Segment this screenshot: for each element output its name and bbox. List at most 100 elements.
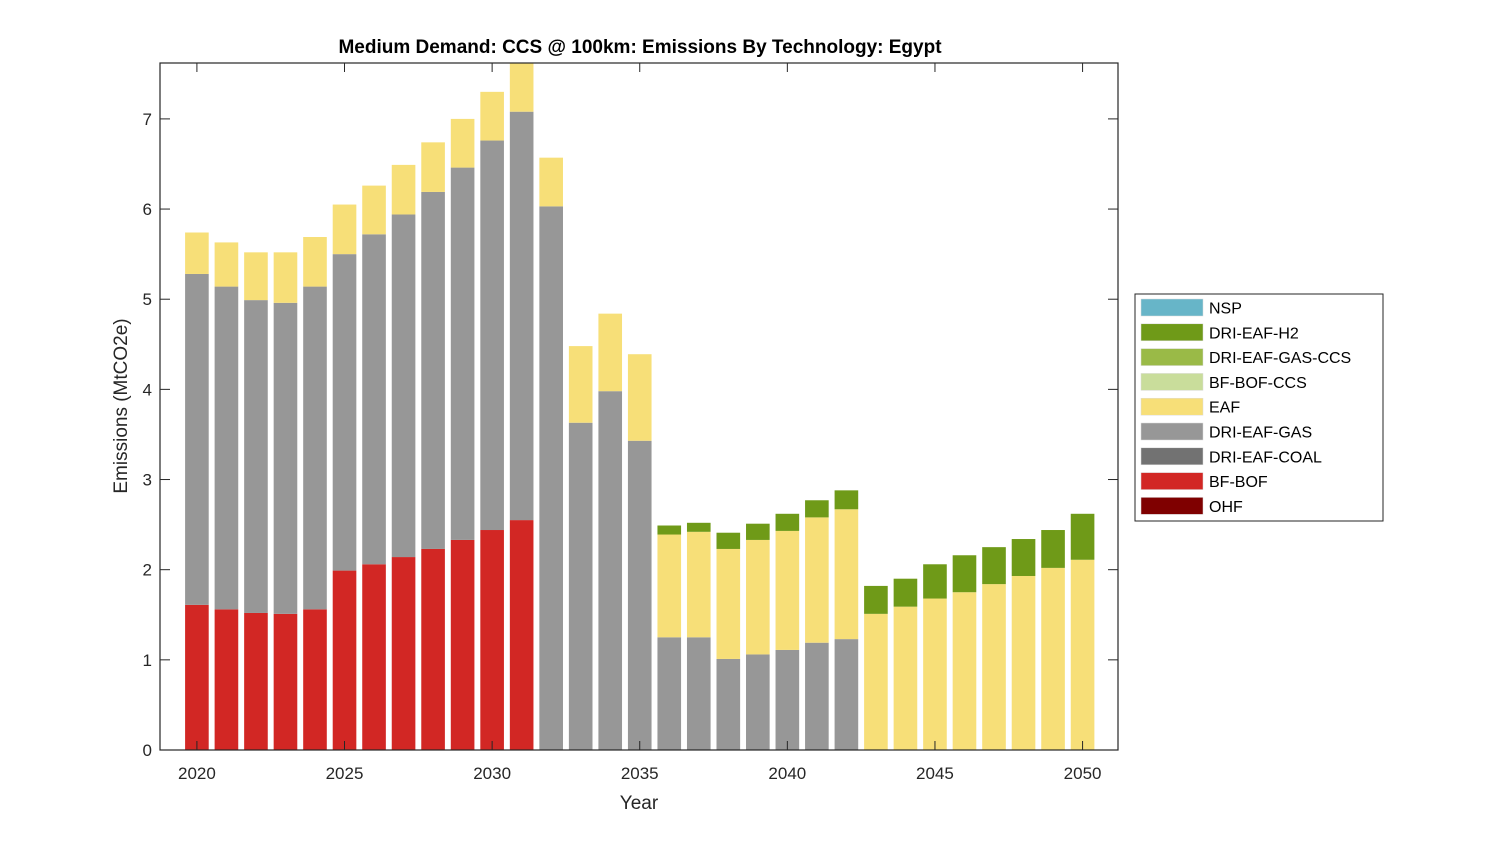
bar-eaf-2049 xyxy=(1041,567,1065,750)
x-tick-label: 2050 xyxy=(1064,764,1102,783)
bar-eaf-2034 xyxy=(598,313,623,392)
y-tick-label: 5 xyxy=(143,290,152,309)
bar-eaf-2021 xyxy=(214,242,239,287)
bar-eaf-2048 xyxy=(1011,576,1036,750)
bar-dri-eaf-h2-2049 xyxy=(1041,530,1065,568)
bar-dri-eaf-h2-2038 xyxy=(716,532,741,549)
bar-eaf-2028 xyxy=(421,142,445,192)
bar-dri-eaf-gas-2023 xyxy=(273,302,298,614)
bar-eaf-2026 xyxy=(362,185,386,235)
bar-eaf-2041 xyxy=(805,517,829,643)
bar-bf-bof-2027 xyxy=(391,557,416,750)
bar-dri-eaf-gas-2028 xyxy=(421,191,445,549)
bar-dri-eaf-gas-2030 xyxy=(480,140,504,531)
bar-bf-bof-2024 xyxy=(303,609,327,750)
bar-eaf-2043 xyxy=(864,613,888,750)
bar-eaf-2050 xyxy=(1070,559,1095,750)
bar-dri-eaf-h2-2037 xyxy=(686,522,711,532)
bar-eaf-2030 xyxy=(480,91,504,141)
bar-dri-eaf-h2-2041 xyxy=(805,500,829,518)
bar-eaf-2040 xyxy=(775,530,800,650)
bar-dri-eaf-h2-2040 xyxy=(775,513,800,531)
bar-dri-eaf-h2-2042 xyxy=(834,490,859,510)
bar-dri-eaf-gas-2029 xyxy=(450,167,475,540)
bar-dri-eaf-gas-2027 xyxy=(391,214,416,558)
y-tick-label: 6 xyxy=(143,200,152,219)
y-tick-label: 7 xyxy=(143,110,152,129)
bar-dri-eaf-gas-2042 xyxy=(834,639,859,750)
bar-eaf-2023 xyxy=(273,252,298,303)
bar-dri-eaf-gas-2039 xyxy=(746,654,770,750)
y-axis-label: Emissions (MtCO2e) xyxy=(111,318,132,493)
bar-dri-eaf-gas-2032 xyxy=(539,206,563,750)
y-tick-label: 1 xyxy=(143,651,152,670)
bars xyxy=(185,63,1095,750)
x-tick-label: 2020 xyxy=(178,764,216,783)
chart-title: Medium Demand: CCS @ 100km: Emissions By… xyxy=(338,37,942,58)
bar-bf-bof-2029 xyxy=(450,539,475,750)
bar-bf-bof-2022 xyxy=(244,612,268,750)
y-axis: 0 1 2 3 4 5 6 7 xyxy=(143,110,1118,760)
legend-label-dri-eaf-coal: DRI-EAF-COAL xyxy=(1209,449,1322,466)
legend-label-bf-bof: BF-BOF xyxy=(1209,474,1268,491)
x-axis: 2020 2025 2030 2035 2040 2045 2050 xyxy=(178,63,1101,783)
legend-swatch-bf-bof xyxy=(1140,472,1204,490)
x-tick-label: 2030 xyxy=(473,764,511,783)
legend-swatch-bf-bof-ccs xyxy=(1140,373,1204,391)
legend-swatch-dri-eaf-h2 xyxy=(1140,323,1204,342)
legend-label-ohf: OHF xyxy=(1209,499,1243,516)
bar-eaf-2022 xyxy=(244,252,268,301)
plot-frame xyxy=(159,62,1119,751)
legend-label-dri-eaf-h2: DRI-EAF-H2 xyxy=(1209,325,1299,342)
bar-eaf-2045 xyxy=(923,598,947,750)
bar-dri-eaf-gas-2033 xyxy=(568,422,593,750)
legend-swatch-dri-eaf-gas xyxy=(1140,422,1204,441)
bar-bf-bof-2023 xyxy=(273,613,298,750)
x-tick-label: 2040 xyxy=(768,764,806,783)
bar-bf-bof-2025 xyxy=(332,570,357,750)
legend-swatch-dri-eaf-gas-ccs xyxy=(1140,348,1204,366)
x-tick-label: 2045 xyxy=(916,764,954,783)
legend-swatch-dri-eaf-coal xyxy=(1140,447,1204,466)
bar-eaf-2033 xyxy=(568,346,593,423)
bar-dri-eaf-gas-2036 xyxy=(657,637,682,750)
bar-eaf-2047 xyxy=(982,584,1006,750)
bar-dri-eaf-gas-2031 xyxy=(509,111,534,521)
bar-eaf-2020 xyxy=(185,232,209,274)
bar-dri-eaf-h2-2045 xyxy=(923,564,947,599)
x-tick-label: 2025 xyxy=(326,764,364,783)
legend-swatch-eaf xyxy=(1140,397,1204,416)
bar-eaf-2038 xyxy=(716,548,741,659)
y-tick-label: 3 xyxy=(143,471,152,490)
bar-bf-bof-2030 xyxy=(480,530,504,750)
bar-eaf-2031 xyxy=(509,63,534,112)
bar-eaf-2035 xyxy=(627,354,652,441)
bar-eaf-2032 xyxy=(539,157,563,207)
bar-eaf-2025 xyxy=(332,204,357,255)
legend-label-eaf: EAF xyxy=(1209,400,1240,417)
y-tick-label: 0 xyxy=(143,741,152,760)
bar-eaf-2024 xyxy=(303,237,327,287)
bar-eaf-2039 xyxy=(746,539,770,655)
bar-dri-eaf-h2-2047 xyxy=(982,547,1006,585)
bar-bf-bof-2028 xyxy=(421,548,445,750)
bar-bf-bof-2026 xyxy=(362,564,386,750)
bar-dri-eaf-h2-2048 xyxy=(1011,539,1036,576)
bar-dri-eaf-gas-2021 xyxy=(214,286,239,610)
legend-label-dri-eaf-gas: DRI-EAF-GAS xyxy=(1209,425,1312,442)
bar-eaf-2027 xyxy=(391,164,416,215)
bar-eaf-2029 xyxy=(450,118,475,168)
bar-dri-eaf-h2-2050 xyxy=(1070,513,1095,560)
bar-dri-eaf-gas-2020 xyxy=(185,273,209,605)
bar-dri-eaf-h2-2044 xyxy=(893,578,918,607)
bar-dri-eaf-gas-2026 xyxy=(362,234,386,565)
bar-dri-eaf-h2-2046 xyxy=(952,555,977,593)
bar-dri-eaf-gas-2038 xyxy=(716,658,741,750)
bar-dri-eaf-gas-2037 xyxy=(686,637,711,750)
bar-dri-eaf-gas-2034 xyxy=(598,391,623,750)
bar-bf-bof-2020 xyxy=(185,604,209,750)
bar-eaf-2036 xyxy=(657,534,682,638)
bar-dri-eaf-gas-2024 xyxy=(303,286,327,610)
y-tick-label: 2 xyxy=(143,561,152,580)
